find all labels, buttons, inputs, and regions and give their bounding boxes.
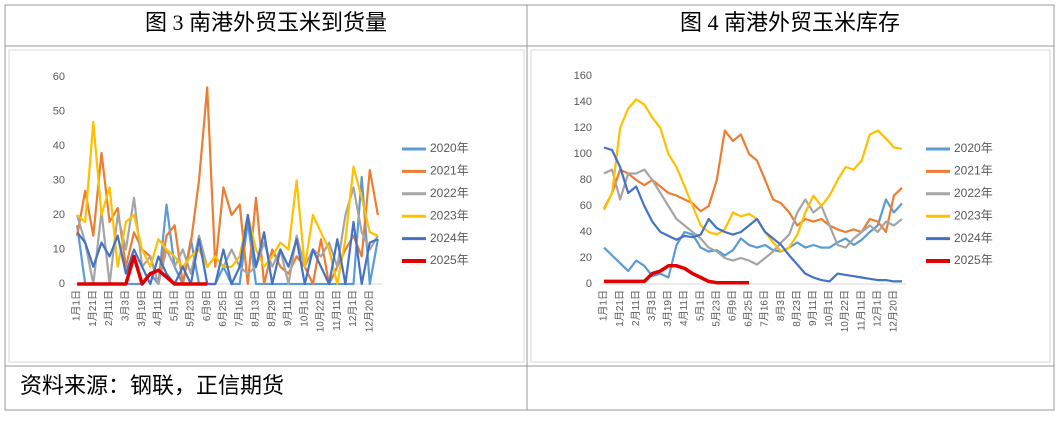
x-tick-label: 1月1日: [598, 290, 610, 321]
series-line: [603, 198, 903, 279]
legend-label: 2024年: [954, 231, 993, 245]
x-tick-label: 5月1日: [694, 290, 706, 321]
x-tick-label: 1月1日: [71, 290, 83, 321]
y-tick-label: 60: [53, 71, 65, 83]
chart-title: 图 4 南港外贸玉米库存: [680, 10, 900, 35]
x-tick-label: 5月1日: [168, 290, 180, 321]
y-tick-label: 80: [580, 174, 592, 186]
x-tick-label: 12月1日: [871, 290, 883, 327]
legend-label: 2020年: [954, 141, 993, 155]
x-tick-label: 4月11日: [152, 290, 164, 326]
x-tick-label: 7月16日: [233, 290, 245, 327]
y-tick-label: 40: [580, 226, 592, 238]
x-tick-label: 11月11日: [855, 290, 867, 331]
x-tick-label: 6月9日: [727, 290, 739, 321]
y-tick-label: 0: [59, 278, 65, 290]
chart-box: [8, 49, 525, 363]
legend-label: 2020年: [430, 141, 469, 155]
x-tick-label: 8月23日: [791, 290, 803, 327]
series-line: [604, 264, 749, 285]
frame: [4, 4, 1055, 411]
x-tick-label: 9月11日: [282, 290, 294, 326]
legend-label: 2024年: [430, 231, 469, 245]
x-tick-label: 7月16日: [759, 290, 771, 327]
x-tick-label: 8月3日: [775, 290, 787, 321]
y-tick-label: 30: [53, 174, 65, 186]
x-tick-label: 10月22日: [839, 290, 851, 332]
series-line: [603, 168, 903, 266]
source: 资料来源：钢联，正信期货: [20, 373, 284, 398]
chart-title: 图 3 南港外贸玉米到货量: [145, 10, 387, 35]
x-tick-label: 5月23日: [710, 290, 722, 327]
legend-label: 2023年: [430, 208, 469, 222]
x-tick-label: 12月20日: [363, 290, 375, 332]
series-line: [77, 254, 208, 286]
x-tick-label: 6月25日: [217, 290, 229, 327]
x-tick-label: 11月11日: [331, 290, 343, 331]
series-line: [76, 86, 379, 286]
y-tick-label: 10: [53, 243, 65, 255]
legend-label: 2021年: [430, 164, 469, 178]
series-line: [603, 146, 902, 283]
x-tick-label: 10月1日: [823, 290, 835, 327]
x-tick-label: 12月1日: [347, 290, 359, 327]
legend-label: 2025年: [954, 253, 993, 267]
y-tick-label: 60: [580, 200, 592, 212]
legend-label: 2021年: [954, 164, 993, 178]
x-tick-label: 3月3日: [119, 290, 131, 321]
x-tick-label: 8月13日: [250, 290, 262, 327]
x-tick-label: 6月25日: [743, 290, 755, 327]
x-tick-label: 10月1日: [298, 290, 310, 327]
x-tick-label: 4月11日: [678, 290, 690, 326]
x-tick-label: 2月11日: [630, 290, 642, 326]
y-tick-label: 0: [586, 278, 592, 290]
x-tick-label: 3月19日: [662, 290, 674, 327]
series-line: [603, 98, 903, 253]
series-line: [76, 213, 379, 286]
legend-label: 2022年: [430, 186, 469, 200]
x-tick-label: 10月22日: [315, 290, 327, 332]
x-tick-label: 2月11日: [103, 290, 115, 326]
x-tick-label: 1月21日: [87, 290, 99, 327]
x-tick-label: 5月23日: [185, 290, 197, 327]
x-tick-label: 8月29日: [266, 290, 278, 327]
legend-label: 2023年: [954, 208, 993, 222]
y-tick-label: 120: [574, 122, 592, 134]
x-tick-label: 3月19日: [136, 290, 148, 327]
y-tick-label: 20: [53, 209, 65, 221]
x-tick-label: 1月21日: [614, 290, 626, 327]
y-tick-label: 20: [580, 252, 592, 264]
x-tick-label: 6月9日: [201, 290, 213, 321]
y-tick-label: 100: [574, 148, 592, 160]
x-tick-label: 9月11日: [807, 290, 819, 326]
y-tick-label: 160: [574, 70, 592, 82]
y-tick-label: 50: [53, 105, 65, 117]
legend-label: 2025年: [430, 253, 469, 267]
x-tick-label: 12月20日: [888, 290, 900, 332]
legend-label: 2022年: [954, 186, 993, 200]
chart-box: [530, 49, 1051, 363]
y-tick-label: 140: [574, 96, 592, 108]
x-tick-label: 3月3日: [646, 290, 658, 321]
y-tick-label: 40: [53, 140, 65, 152]
